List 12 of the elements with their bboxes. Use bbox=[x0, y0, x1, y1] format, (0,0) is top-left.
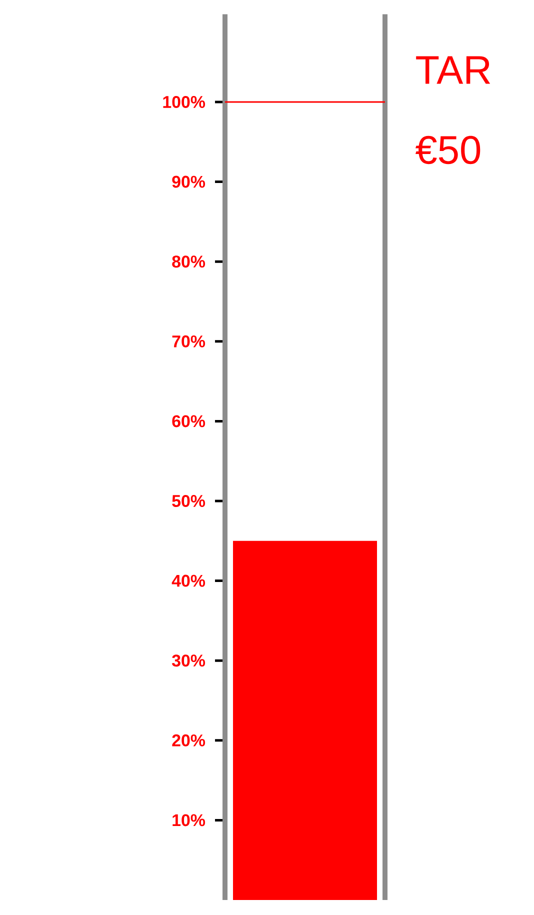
text: TAR bbox=[416, 56, 490, 84]
y-tick-label: 50% bbox=[172, 494, 206, 507]
y-tick-label: 10% bbox=[172, 814, 206, 826]
y-tick-label: 100% bbox=[163, 96, 206, 108]
y-tick-label: 40% bbox=[172, 574, 206, 587]
y-tick-label: 20% bbox=[172, 734, 206, 746]
y-tick-label: 70% bbox=[172, 335, 206, 348]
y-tick-label: 30% bbox=[172, 654, 206, 667]
y-tick-label: 80% bbox=[172, 256, 206, 268]
y-tick-label: 60% bbox=[172, 415, 206, 428]
text: €50 bbox=[416, 136, 480, 164]
y-tick-label: 90% bbox=[172, 176, 206, 188]
